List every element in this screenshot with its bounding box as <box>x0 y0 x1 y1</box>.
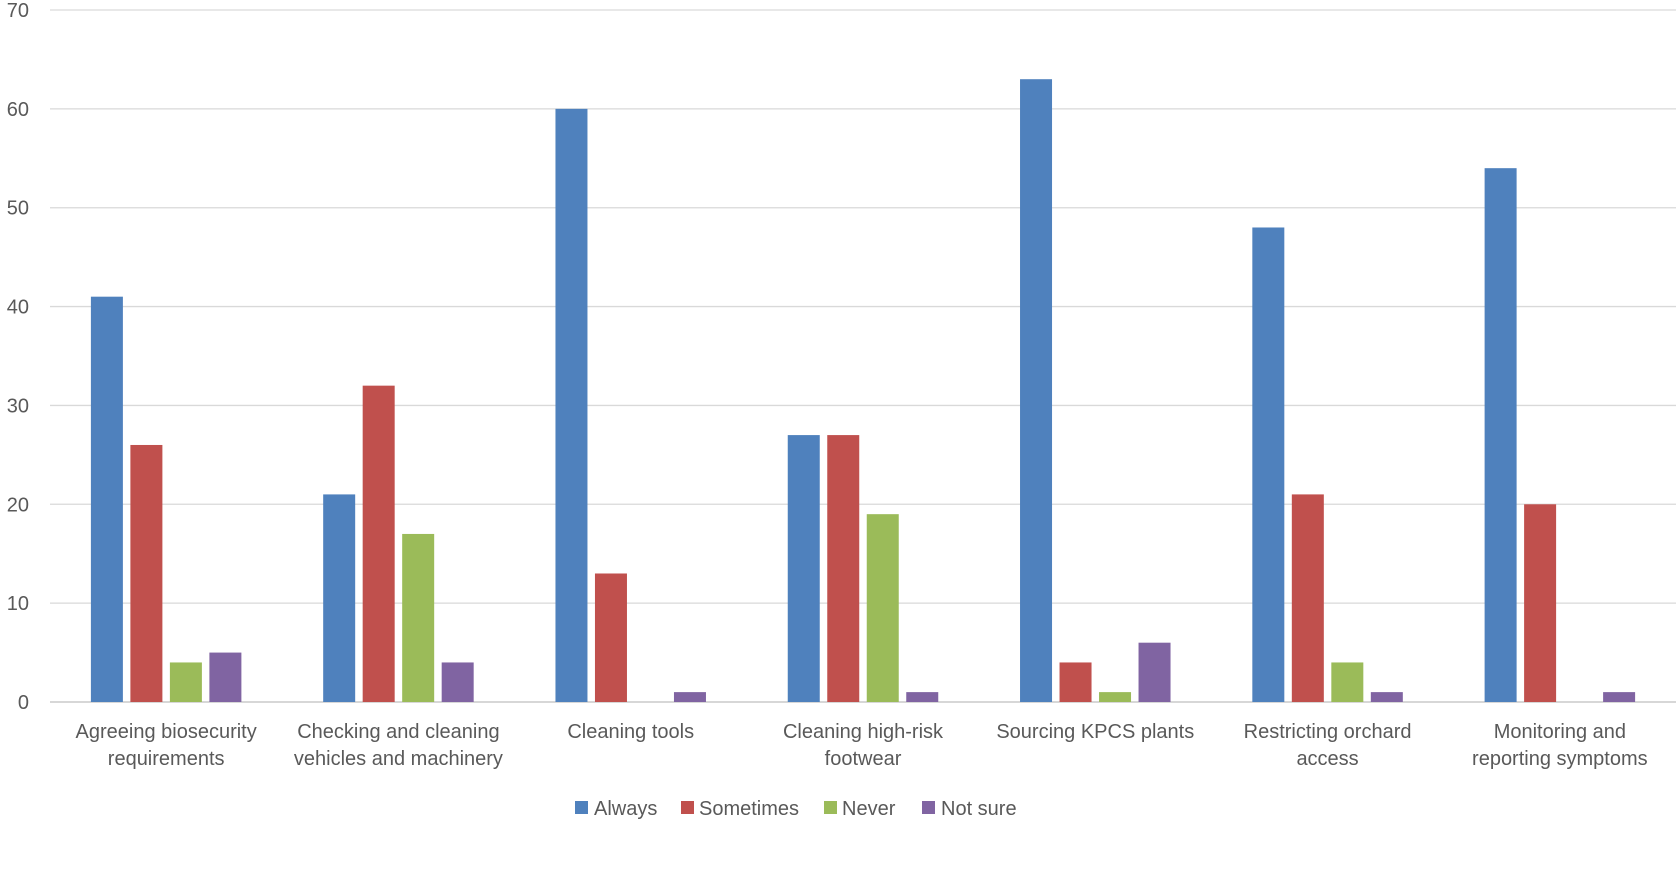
legend: Always Sometimes Never Not sure <box>575 798 1017 820</box>
x-category-label: Cleaning high-risk footwear <box>783 721 944 770</box>
bar-sometimes <box>362 385 395 702</box>
bar-not-sure <box>906 692 939 702</box>
bar-sometimes <box>1291 494 1324 702</box>
x-category-label: Agreeing biosecurity requirements <box>76 721 257 770</box>
x-category-label: Checking and cleaning vehicles and machin… <box>294 721 503 770</box>
bar-always <box>1020 79 1053 702</box>
gridlines <box>50 9 1676 703</box>
y-tick-label: 10 <box>7 593 29 615</box>
bar-always <box>787 435 820 702</box>
bar-always <box>1484 168 1517 702</box>
x-category-label: Cleaning tools <box>567 721 694 743</box>
x-axis-categories: Agreeing biosecurity requirements Checking… <box>76 721 1648 770</box>
bars <box>90 79 1636 703</box>
bar-sometimes <box>594 573 627 702</box>
y-tick-label: 40 <box>7 297 29 319</box>
legend-swatch <box>824 801 837 814</box>
bar-always <box>323 494 356 702</box>
x-category-label-line: vehicles and machinery <box>294 748 503 770</box>
bar-not-sure <box>673 692 706 702</box>
legend-swatch <box>575 801 588 814</box>
bar-sometimes <box>130 444 163 702</box>
bar-always <box>555 108 588 703</box>
x-category-label-line: Monitoring and <box>1494 721 1626 743</box>
x-category-label-line: Restricting orchard <box>1244 721 1412 743</box>
bar-never <box>169 662 202 702</box>
x-category-label: Monitoring and reporting symptoms <box>1472 721 1648 770</box>
bar-never <box>866 514 899 702</box>
bar-never <box>1099 692 1132 702</box>
x-category-label-line: Cleaning high-risk <box>783 721 944 743</box>
y-tick-label: 50 <box>7 198 29 220</box>
legend-label: Always <box>594 798 657 820</box>
legend-label: Not sure <box>941 798 1017 820</box>
legend-swatch <box>681 801 694 814</box>
bar-not-sure <box>441 662 474 702</box>
y-axis-ticks: 0 10 20 30 40 50 60 70 <box>7 0 29 714</box>
bar-always <box>90 296 123 702</box>
x-category-label-line: reporting symptoms <box>1472 748 1648 770</box>
x-category-label-line: Checking and cleaning <box>297 721 499 743</box>
y-tick-label: 30 <box>7 395 29 417</box>
x-category-label-line: access <box>1296 748 1358 770</box>
bar-never <box>1331 662 1364 702</box>
bar-not-sure <box>1138 642 1171 702</box>
bar-sometimes <box>1524 504 1557 702</box>
y-tick-label: 70 <box>7 0 29 22</box>
bar-never <box>402 533 435 702</box>
x-category-label-line: footwear <box>825 748 902 770</box>
x-category-label-line: Cleaning tools <box>567 721 694 743</box>
x-category-label: Sourcing KPCS plants <box>996 721 1194 743</box>
x-category-label: Restricting orchard access <box>1244 721 1412 770</box>
y-tick-label: 60 <box>7 99 29 121</box>
x-category-label-line: requirements <box>108 748 225 770</box>
x-category-label-line: Agreeing biosecurity <box>76 721 257 743</box>
legend-swatch <box>922 801 935 814</box>
y-tick-label: 20 <box>7 494 29 516</box>
bar-sometimes <box>1059 662 1092 702</box>
bar-not-sure <box>1603 692 1636 702</box>
legend-label: Sometimes <box>699 798 799 820</box>
y-tick-label: 0 <box>18 692 29 714</box>
bar-not-sure <box>1370 692 1403 702</box>
legend-label: Never <box>842 798 896 820</box>
bar-not-sure <box>209 652 242 702</box>
bar-sometimes <box>827 435 860 702</box>
bar-always <box>1252 227 1285 702</box>
x-category-label-line: Sourcing KPCS plants <box>996 721 1194 743</box>
